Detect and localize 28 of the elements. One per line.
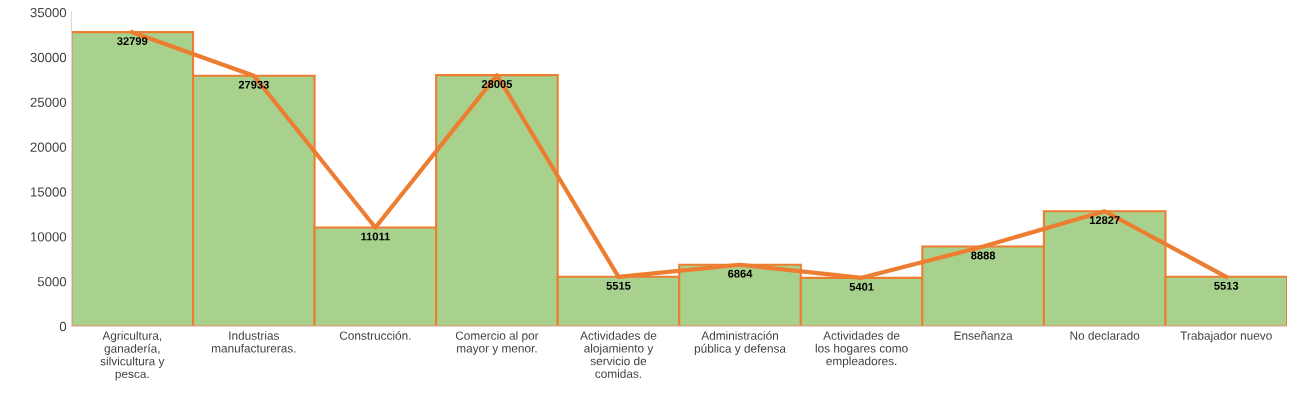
data-label: 5515 (606, 281, 631, 290)
y-tick-label: 30000 (30, 52, 67, 63)
x-tick-label: Trabajador nuevo (1180, 331, 1272, 343)
data-label: 28005 (481, 80, 513, 88)
data-label: 11011 (361, 232, 390, 241)
x-tick-label: Actividades de los hogares como empleadores. (815, 331, 908, 368)
data-label: 6864 (728, 269, 753, 278)
data-label: 12827 (1089, 216, 1120, 225)
data-label: 5513 (1214, 281, 1239, 290)
x-tick-label: Enseñanza (954, 331, 1013, 340)
x-tick-label: Industrias manufactureras. (211, 331, 296, 353)
y-tick-label: 5000 (37, 277, 67, 287)
x-tick-label: Administración pública y defensa (694, 330, 786, 356)
x-tick-label: No declarado (1070, 331, 1140, 340)
x-tick-label: Actividades de alojamiento y servicio de comidas. (580, 331, 657, 378)
data-label: 5401 (849, 282, 874, 291)
y-tick-label: 0 (59, 321, 67, 332)
y-tick-label: 10000 (30, 232, 67, 242)
y-tick-label: 15000 (30, 187, 67, 197)
y-tick-label: 20000 (30, 142, 67, 152)
x-tick-label: Comercio al por mayor y menor. (455, 331, 539, 355)
data-label: 8888 (971, 251, 996, 260)
data-label: 27933 (238, 80, 269, 89)
data-label: 32799 (117, 37, 148, 46)
y-tick-label: 25000 (30, 97, 67, 107)
x-tick-label: Agricultura, ganadería, silvicultura y pesca. (100, 331, 165, 381)
y-tick-label: 35000 (30, 7, 67, 18)
x-tick-label: Construcción. (339, 330, 411, 340)
